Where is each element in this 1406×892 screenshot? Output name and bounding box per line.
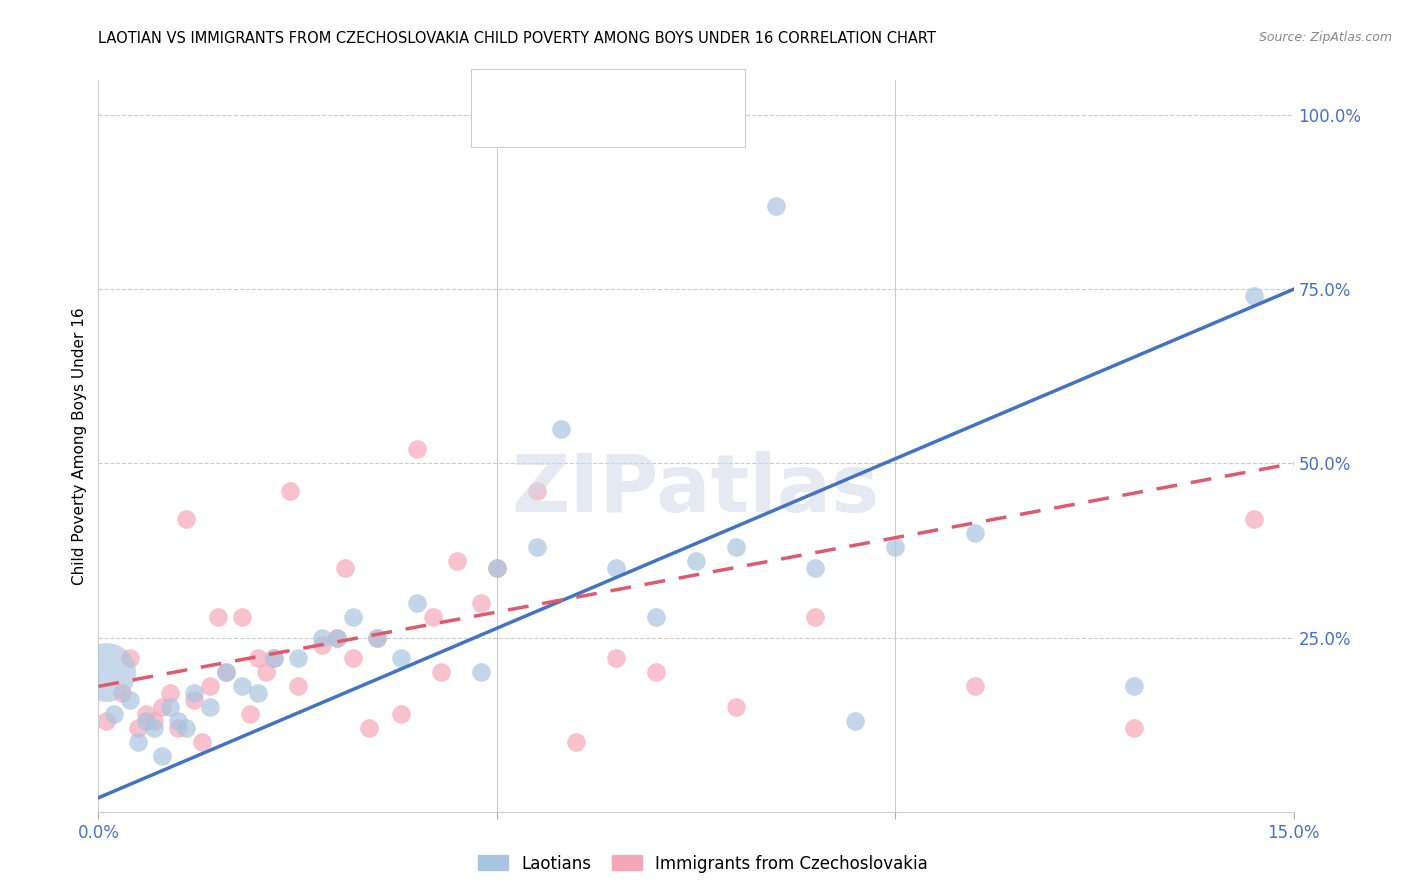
Point xyxy=(263,651,285,665)
Point xyxy=(120,651,142,665)
Text: R =: R = xyxy=(527,109,567,127)
Point xyxy=(389,651,412,665)
Point xyxy=(1243,289,1265,303)
Point xyxy=(724,700,747,714)
Point xyxy=(359,721,381,735)
Text: 0.446: 0.446 xyxy=(567,109,623,127)
Point xyxy=(406,442,429,457)
Point xyxy=(804,561,827,575)
Point xyxy=(159,686,181,700)
Point xyxy=(111,686,134,700)
Point xyxy=(215,665,238,680)
Point xyxy=(143,721,166,735)
Point xyxy=(389,707,412,722)
Point xyxy=(446,554,468,568)
Text: 44: 44 xyxy=(679,109,704,127)
Point xyxy=(287,679,309,693)
Point xyxy=(159,700,181,714)
Point xyxy=(645,609,668,624)
Point xyxy=(605,561,627,575)
Point xyxy=(470,596,492,610)
Point xyxy=(526,540,548,554)
Point xyxy=(963,679,986,693)
Point xyxy=(231,679,253,693)
Point xyxy=(183,686,205,700)
Point xyxy=(198,700,221,714)
Point xyxy=(724,540,747,554)
Text: 37: 37 xyxy=(679,78,704,95)
Point xyxy=(198,679,221,693)
Text: N =: N = xyxy=(633,78,685,95)
Point xyxy=(326,631,349,645)
Point xyxy=(342,609,364,624)
Point xyxy=(1243,512,1265,526)
Point xyxy=(254,665,277,680)
Point xyxy=(127,735,149,749)
Point xyxy=(207,609,229,624)
Point xyxy=(120,693,142,707)
Point xyxy=(135,707,157,722)
Point xyxy=(366,631,388,645)
Point xyxy=(287,651,309,665)
Point xyxy=(96,714,118,728)
Point xyxy=(191,735,214,749)
Point xyxy=(366,631,388,645)
Point xyxy=(167,714,190,728)
Point xyxy=(183,693,205,707)
Text: Source: ZipAtlas.com: Source: ZipAtlas.com xyxy=(1258,31,1392,45)
Point xyxy=(231,609,253,624)
Point xyxy=(174,721,197,735)
Point xyxy=(1123,679,1146,693)
Point xyxy=(96,665,118,680)
Point xyxy=(263,651,285,665)
Point xyxy=(565,735,588,749)
Point xyxy=(150,700,173,714)
Point xyxy=(884,540,907,554)
Point xyxy=(278,484,301,499)
Point xyxy=(246,651,269,665)
Y-axis label: Child Poverty Among Boys Under 16: Child Poverty Among Boys Under 16 xyxy=(72,307,87,585)
Point xyxy=(103,707,125,722)
Point xyxy=(605,651,627,665)
Point xyxy=(326,631,349,645)
Text: 0.630: 0.630 xyxy=(567,78,623,95)
Point xyxy=(311,638,333,652)
Text: R =: R = xyxy=(527,78,567,95)
Point xyxy=(804,609,827,624)
Point xyxy=(406,596,429,610)
Point xyxy=(685,554,707,568)
Point xyxy=(485,561,508,575)
Point xyxy=(342,651,364,665)
Point xyxy=(135,714,157,728)
Point xyxy=(550,421,572,435)
Point xyxy=(485,561,508,575)
Point xyxy=(311,631,333,645)
Text: LAOTIAN VS IMMIGRANTS FROM CZECHOSLOVAKIA CHILD POVERTY AMONG BOYS UNDER 16 CORR: LAOTIAN VS IMMIGRANTS FROM CZECHOSLOVAKI… xyxy=(98,31,936,46)
Point xyxy=(239,707,262,722)
Point xyxy=(174,512,197,526)
Point xyxy=(430,665,453,680)
Point xyxy=(1123,721,1146,735)
Point xyxy=(526,484,548,499)
Point xyxy=(127,721,149,735)
Point xyxy=(645,665,668,680)
Point xyxy=(422,609,444,624)
Text: N =: N = xyxy=(633,109,685,127)
Point xyxy=(150,749,173,764)
Point xyxy=(765,199,787,213)
Point xyxy=(335,561,357,575)
Point xyxy=(167,721,190,735)
Point xyxy=(470,665,492,680)
Point xyxy=(844,714,866,728)
Text: ZIPatlas: ZIPatlas xyxy=(512,450,880,529)
Point xyxy=(143,714,166,728)
Point xyxy=(215,665,238,680)
Point xyxy=(963,526,986,541)
Point xyxy=(246,686,269,700)
Legend: Laotians, Immigrants from Czechoslovakia: Laotians, Immigrants from Czechoslovakia xyxy=(471,848,935,880)
